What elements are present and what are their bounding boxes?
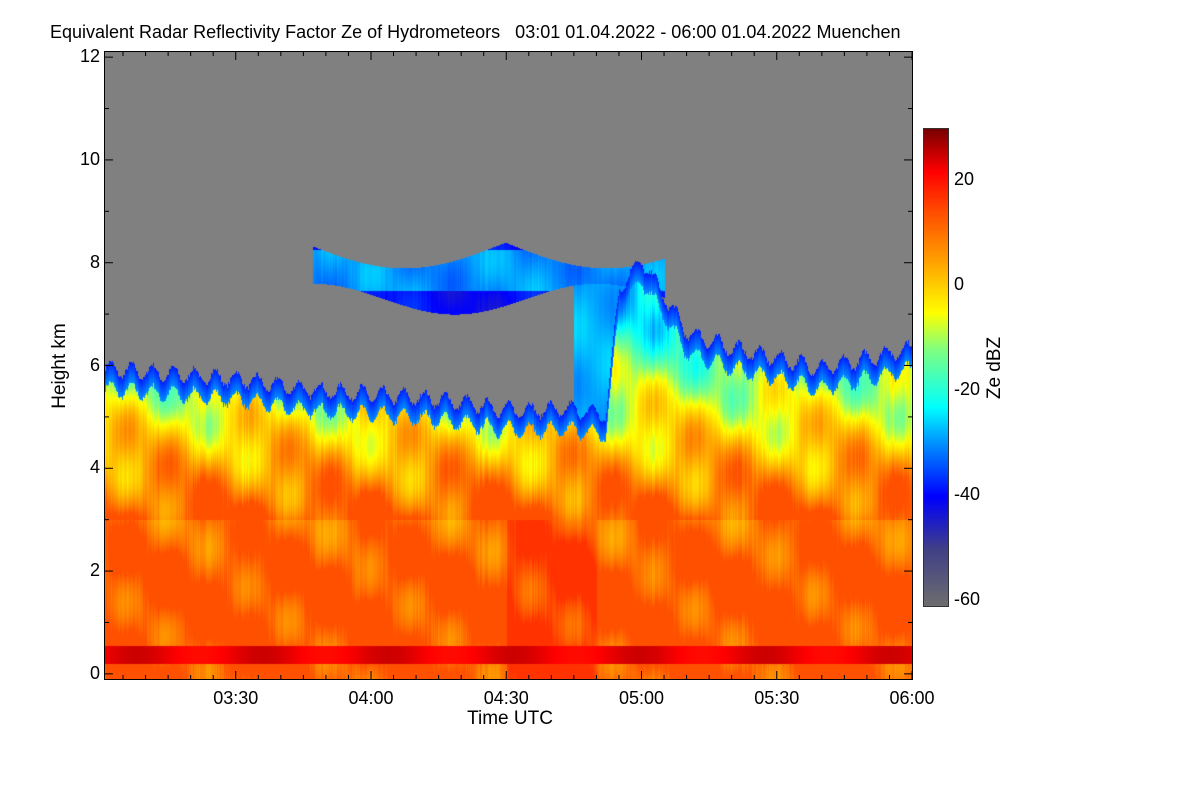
y-tick-label: 4	[89, 457, 100, 478]
y-tick-label: 10	[79, 148, 100, 169]
colorbar	[923, 128, 949, 607]
x-tick-label: 03:30	[213, 688, 259, 708]
colorbar-tick-label: -20	[954, 379, 981, 400]
reflectivity-heatmap	[105, 52, 912, 679]
chart-title: Equivalent Radar Reflectivity Factor Ze …	[50, 22, 901, 42]
colorbar-tick-label: -60	[954, 588, 981, 609]
colorbar-tick-label: 0	[954, 274, 965, 295]
x-tick-label: 05:00	[618, 688, 664, 708]
x-tick-label: 06:00	[889, 688, 935, 708]
y-tick-label: 12	[79, 46, 100, 67]
x-axis-label: Time UTC	[467, 708, 553, 729]
x-tick-label: 05:30	[754, 688, 800, 708]
x-tick-label: 04:00	[348, 688, 394, 708]
colorbar-tick-label: 20	[954, 169, 975, 190]
y-tick-label: 2	[89, 560, 100, 581]
y-axis-label: Height km	[49, 323, 70, 409]
colorbar-label: Ze dBZ	[984, 336, 1005, 400]
x-tick-label: 04:30	[483, 688, 529, 708]
colorbar-tick-label: -40	[954, 483, 981, 504]
y-tick-label: 6	[89, 354, 100, 375]
y-tick-label: 8	[89, 251, 100, 272]
y-tick-label: 0	[89, 662, 100, 683]
